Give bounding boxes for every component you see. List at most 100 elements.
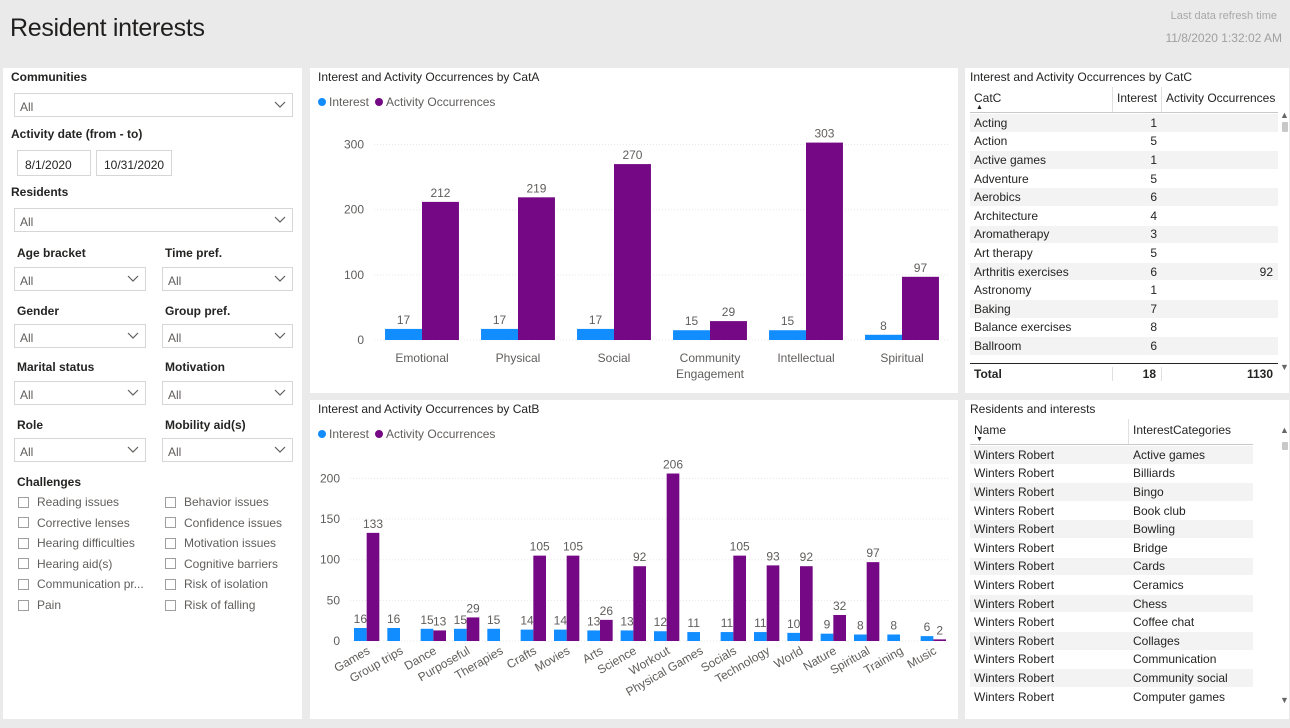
activity-bar[interactable] <box>566 555 580 641</box>
challenge-checkbox-right-1[interactable]: Confidence issues <box>165 516 282 530</box>
time-pref-dropdown[interactable]: All <box>162 267 293 291</box>
activity-bar[interactable] <box>710 321 747 340</box>
table-row[interactable]: Winters Robert Ceramics <box>970 576 1253 595</box>
table-row[interactable]: Acting 1 <box>970 114 1278 133</box>
challenge-checkbox-left-0[interactable]: Reading issues <box>18 495 119 509</box>
communities-dropdown[interactable]: All <box>14 93 293 117</box>
table-row[interactable]: Aromatherapy 3 <box>970 225 1278 245</box>
table-row[interactable]: Winters Robert Computer games <box>970 688 1253 707</box>
activity-bar[interactable] <box>600 619 613 641</box>
interest-bar[interactable] <box>754 632 767 641</box>
scroll-thumb[interactable] <box>1282 442 1288 450</box>
activity-bar[interactable] <box>533 555 546 641</box>
activity-bar[interactable] <box>806 142 843 340</box>
col-interest-categories[interactable]: InterestCategories <box>1133 423 1232 437</box>
checkbox-icon[interactable] <box>18 558 29 570</box>
interest-bar[interactable] <box>620 630 634 641</box>
activity-bar[interactable] <box>422 201 459 340</box>
interest-bar[interactable] <box>720 632 734 641</box>
table-row[interactable]: Aerobics 6 <box>970 188 1278 207</box>
challenge-checkbox-right-4[interactable]: Risk of isolation <box>165 577 268 591</box>
activity-bar[interactable] <box>766 565 780 641</box>
checkbox-icon[interactable] <box>18 517 29 529</box>
interest-bar[interactable] <box>454 628 467 641</box>
table-row[interactable]: Winters Robert Bowling <box>970 520 1253 539</box>
interest-bar[interactable] <box>487 628 500 641</box>
interest-bar[interactable] <box>354 627 367 641</box>
col-catc[interactable]: CatC ▲ <box>970 87 1113 112</box>
table-row[interactable]: Winters Robert Community social <box>970 669 1253 688</box>
table-row[interactable]: Ballroom 6 <box>970 337 1278 356</box>
table-row[interactable]: Arthritis exercises 6 92 <box>970 262 1278 282</box>
col-activity-occurrences[interactable]: Activity Occurrences <box>1166 91 1276 105</box>
date-from-input[interactable]: 8/1/2020 <box>17 150 91 176</box>
challenge-checkbox-left-4[interactable]: Communication pr... <box>18 577 144 591</box>
activity-bar[interactable] <box>633 566 646 641</box>
catc-scrollbar[interactable]: ▲ ▼ <box>1280 110 1289 372</box>
checkbox-icon[interactable] <box>18 599 29 611</box>
table-row[interactable]: Balance exercises 8 <box>970 319 1278 338</box>
challenge-checkbox-right-2[interactable]: Motivation issues <box>165 536 276 550</box>
activity-bar[interactable] <box>866 562 880 641</box>
scroll-up-icon[interactable]: ▲ <box>1280 425 1289 435</box>
group-pref-dropdown[interactable]: All <box>162 324 293 348</box>
challenge-checkbox-left-1[interactable]: Corrective lenses <box>18 516 130 530</box>
gender-dropdown[interactable]: All <box>14 324 146 348</box>
legend-interest[interactable]: Interest <box>318 427 369 441</box>
table-row[interactable]: Adventure 5 <box>970 170 1278 189</box>
legend-activity[interactable]: Activity Occurrences <box>375 427 495 441</box>
interest-bar[interactable] <box>577 328 614 340</box>
legend-interest[interactable]: Interest <box>318 95 369 109</box>
role-dropdown[interactable]: All <box>14 438 146 462</box>
interest-bar[interactable] <box>554 629 567 641</box>
table-row[interactable]: Winters Robert Bridge <box>970 539 1253 558</box>
table-row[interactable]: Winters Robert Billiards <box>970 465 1253 484</box>
checkbox-icon[interactable] <box>18 537 29 549</box>
table-row[interactable]: Active games 1 <box>970 151 1278 170</box>
activity-bar[interactable] <box>466 617 480 641</box>
interest-bar[interactable] <box>673 330 710 340</box>
activity-bar[interactable] <box>800 566 813 641</box>
checkbox-icon[interactable] <box>165 517 176 529</box>
checkbox-icon[interactable] <box>165 558 176 570</box>
interest-bar[interactable] <box>481 328 518 340</box>
challenge-checkbox-right-0[interactable]: Behavior issues <box>165 495 269 509</box>
table-row[interactable]: Winters Robert Bingo <box>970 483 1253 502</box>
checkbox-icon[interactable] <box>165 496 176 508</box>
scroll-down-icon[interactable]: ▼ <box>1280 695 1289 705</box>
interest-bar[interactable] <box>520 629 534 641</box>
interest-bar[interactable] <box>820 633 834 641</box>
interest-bar[interactable] <box>420 628 434 641</box>
challenge-checkbox-right-5[interactable]: Risk of falling <box>165 598 255 612</box>
table-row[interactable]: Baking 7 <box>970 299 1278 319</box>
activity-bar[interactable] <box>518 197 555 340</box>
motivation-dropdown[interactable]: All <box>162 381 293 405</box>
interest-bar[interactable] <box>769 330 806 340</box>
interest-bar[interactable] <box>654 631 667 641</box>
cata-chart[interactable]: 0 100 200 300 17 212 Emotional 17 219 Physical 17 2… <box>310 68 958 393</box>
table-row[interactable]: Action 5 <box>970 133 1278 152</box>
interest-bar[interactable] <box>385 328 422 340</box>
activity-bar[interactable] <box>366 532 380 641</box>
col-interest[interactable]: Interest <box>1113 87 1162 112</box>
activity-bar[interactable] <box>433 630 446 641</box>
table-row[interactable]: Art therapy 5 <box>970 244 1278 263</box>
table-row[interactable]: Winters Robert Communication <box>970 651 1253 670</box>
checkbox-icon[interactable] <box>18 496 29 508</box>
table-row[interactable]: Winters Robert Cards <box>970 557 1253 577</box>
table-row[interactable]: Astronomy 1 <box>970 281 1278 300</box>
activity-bar[interactable] <box>933 639 946 641</box>
table-row[interactable]: Winters Robert Book club <box>970 502 1253 521</box>
activity-bar[interactable] <box>614 164 651 340</box>
challenge-checkbox-left-5[interactable]: Pain <box>18 598 61 612</box>
col-name[interactable]: Name ▼ <box>970 419 1129 444</box>
residents-scrollbar[interactable]: ▲ ▼ <box>1280 425 1289 705</box>
interest-bar[interactable] <box>687 632 700 641</box>
checkbox-icon[interactable] <box>18 578 29 590</box>
table-row[interactable]: Winters Robert Active games <box>970 446 1253 465</box>
residents-dropdown[interactable]: All <box>14 208 293 232</box>
interest-bar[interactable] <box>920 636 934 641</box>
age-bracket-dropdown[interactable]: All <box>14 267 146 291</box>
interest-bar[interactable] <box>387 627 400 641</box>
